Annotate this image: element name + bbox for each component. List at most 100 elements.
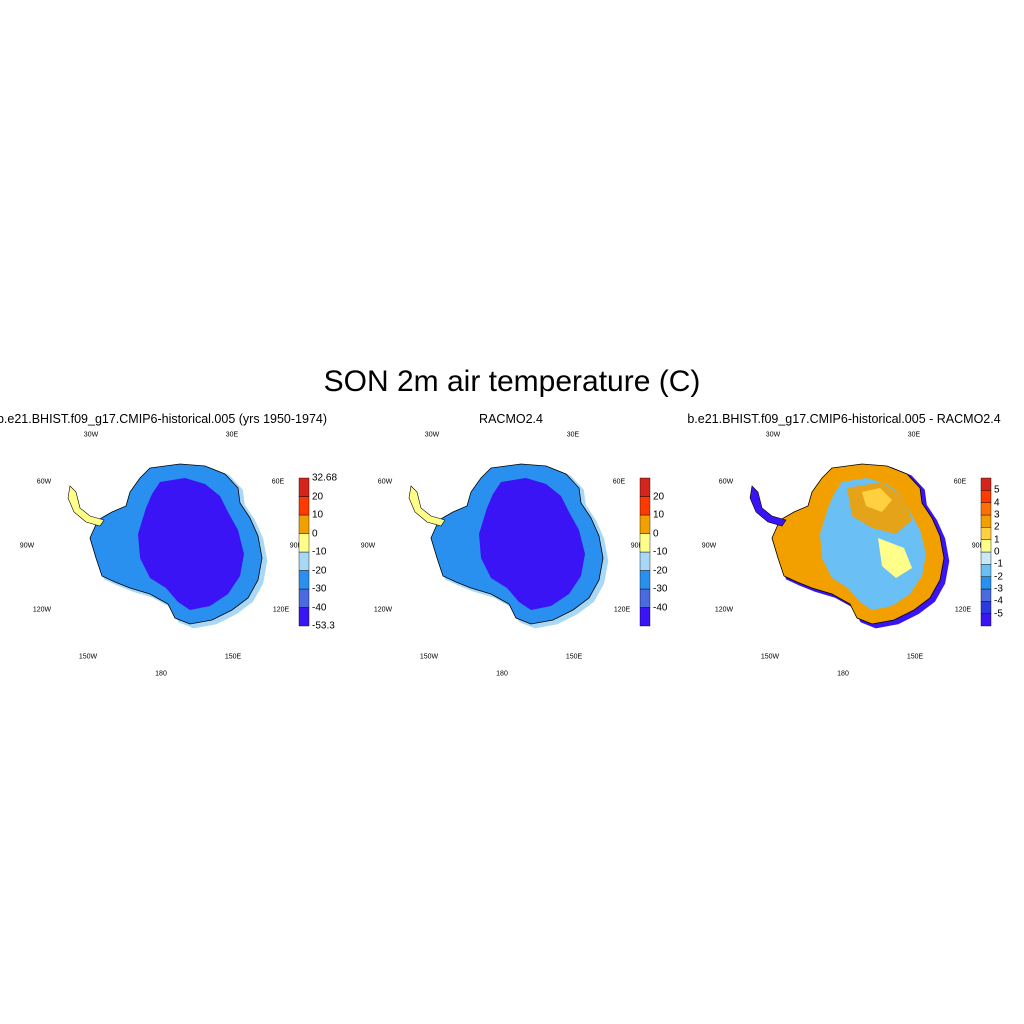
longitude-label: 180 (155, 670, 167, 678)
colorbar-swatch (980, 588, 992, 602)
longitude-label: 120W (32, 606, 52, 614)
colorbar-tick-label: 32.68 (312, 472, 338, 484)
colorbar-swatch (298, 496, 310, 516)
colorbar-tick-label: 0 (653, 528, 659, 539)
panel-title: b.e21.BHIST.f09_g17.CMIP6-historical.005… (0, 412, 328, 426)
colorbar-swatch (639, 588, 651, 608)
colorbar-tick-label: -40 (653, 602, 668, 613)
longitude-label: 180 (837, 670, 849, 678)
longitude-label: 90E (971, 542, 985, 550)
colorbar-tick-label: 5 (994, 484, 1000, 496)
longitude-label: 150E (906, 653, 924, 661)
longitude-label: 180 (496, 670, 508, 678)
colorbar-swatch (980, 564, 992, 577)
longitude-label: 60W (377, 478, 393, 486)
colorbar-tick-label: -10 (312, 546, 327, 558)
longitude-label: 30W (765, 431, 781, 439)
colorbar-swatch (980, 601, 992, 614)
colorbar-swatch (980, 551, 992, 565)
colorbar-swatch (639, 477, 651, 497)
antarctic-peninsula (408, 485, 446, 527)
colorbar-swatch (639, 514, 651, 534)
colorbar-tick-label: 10 (653, 509, 665, 521)
colorbar-swatch (639, 533, 651, 553)
map-interior (138, 478, 244, 610)
colorbar-swatch (298, 477, 310, 497)
colorbar-swatch (298, 570, 310, 590)
colorbar-swatch (639, 496, 651, 516)
colorbar-tick-label: 2 (994, 521, 1000, 533)
colorbar-tick-label: -53.3 (312, 620, 335, 632)
colorbar-tick-label: -20 (653, 565, 668, 576)
longitude-label: 90E (289, 542, 303, 550)
longitude-label: 150E (565, 653, 583, 661)
colorbar-swatch (298, 551, 310, 571)
antarctica-map (67, 463, 268, 629)
colorbar-tick-label: 4 (994, 497, 1000, 509)
colorbar-tick-label: -30 (312, 583, 327, 595)
longitude-label: 120E (954, 606, 972, 614)
longitude-label: 60W (36, 478, 52, 486)
longitude-label: 30E (566, 431, 580, 439)
colorbar-swatch (980, 514, 992, 528)
colorbar-swatch (980, 477, 992, 491)
panel-model: b.e21.BHIST.f09_g17.CMIP6-historical.005… (0, 408, 340, 688)
colorbar-tick-label: -30 (653, 583, 668, 595)
colorbar (298, 477, 310, 627)
colorbar (980, 477, 992, 627)
longitude-label: 60E (953, 478, 967, 486)
longitude-label: 60W (718, 478, 734, 486)
panel-title: b.e21.BHIST.f09_g17.CMIP6-historical.005… (687, 412, 1001, 426)
colorbar-swatch (298, 607, 310, 627)
warm-anomaly-band (878, 538, 912, 578)
colorbar-tick-label: 20 (312, 491, 324, 502)
colorbar-swatch (639, 570, 651, 590)
colorbar-swatch (980, 502, 992, 516)
colorbar-tick-label: -4 (994, 595, 1003, 607)
longitude-label: 60E (271, 478, 285, 486)
colorbar-swatch (639, 551, 651, 571)
longitude-label: 120E (613, 606, 631, 614)
colorbar-tick-label: 20 (653, 491, 665, 502)
colorbar-tick-label: -20 (312, 565, 327, 576)
colorbar-swatch (298, 588, 310, 608)
colorbar-tick-label: 3 (994, 509, 1000, 521)
colorbar-tick-label: -1 (994, 558, 1003, 570)
panel-difference: b.e21.BHIST.f09_g17.CMIP6-historical.005… (682, 408, 1022, 688)
panel-title: RACMO2.4 (479, 412, 543, 426)
antarctic-peninsula (67, 485, 105, 527)
antarctic-peninsula (749, 485, 787, 527)
colorbar-swatch (980, 527, 992, 540)
colorbar-tick-label: -40 (312, 602, 327, 613)
colorbar-swatch (298, 514, 310, 534)
warm-anomaly-core (862, 488, 892, 512)
colorbar-swatch (980, 576, 992, 590)
longitude-label: 120W (714, 606, 734, 614)
colorbar-swatch (980, 490, 992, 503)
longitude-label: 120W (373, 606, 393, 614)
colorbar-tick-label: 0 (994, 546, 1000, 558)
antarctica-map (408, 463, 609, 629)
longitude-label: 90E (630, 542, 644, 550)
map-interior (479, 478, 585, 610)
longitude-label: 150W (78, 653, 98, 661)
longitude-label: 30E (907, 431, 921, 439)
longitude-label: 150W (760, 653, 780, 661)
longitude-label: 150W (419, 653, 439, 661)
colorbar-swatch (980, 613, 992, 627)
colorbar-swatch (980, 539, 992, 553)
colorbar-tick-label: -5 (994, 608, 1003, 620)
longitude-label: 150E (224, 653, 242, 661)
colorbar-tick-label: 1 (994, 534, 1000, 546)
longitude-label: 90W (19, 542, 35, 550)
colorbar-swatch (298, 533, 310, 553)
colorbar-tick-label: -2 (994, 571, 1003, 583)
longitude-label: 30E (225, 431, 239, 439)
figure-title: SON 2m air temperature (C) (323, 365, 701, 398)
colorbar (639, 477, 651, 627)
longitude-label: 30W (424, 431, 440, 439)
colorbar-swatch (639, 607, 651, 627)
colorbar-tick-label: 10 (312, 509, 324, 521)
antarctica-map (749, 463, 950, 629)
longitude-label: 90W (360, 542, 376, 550)
